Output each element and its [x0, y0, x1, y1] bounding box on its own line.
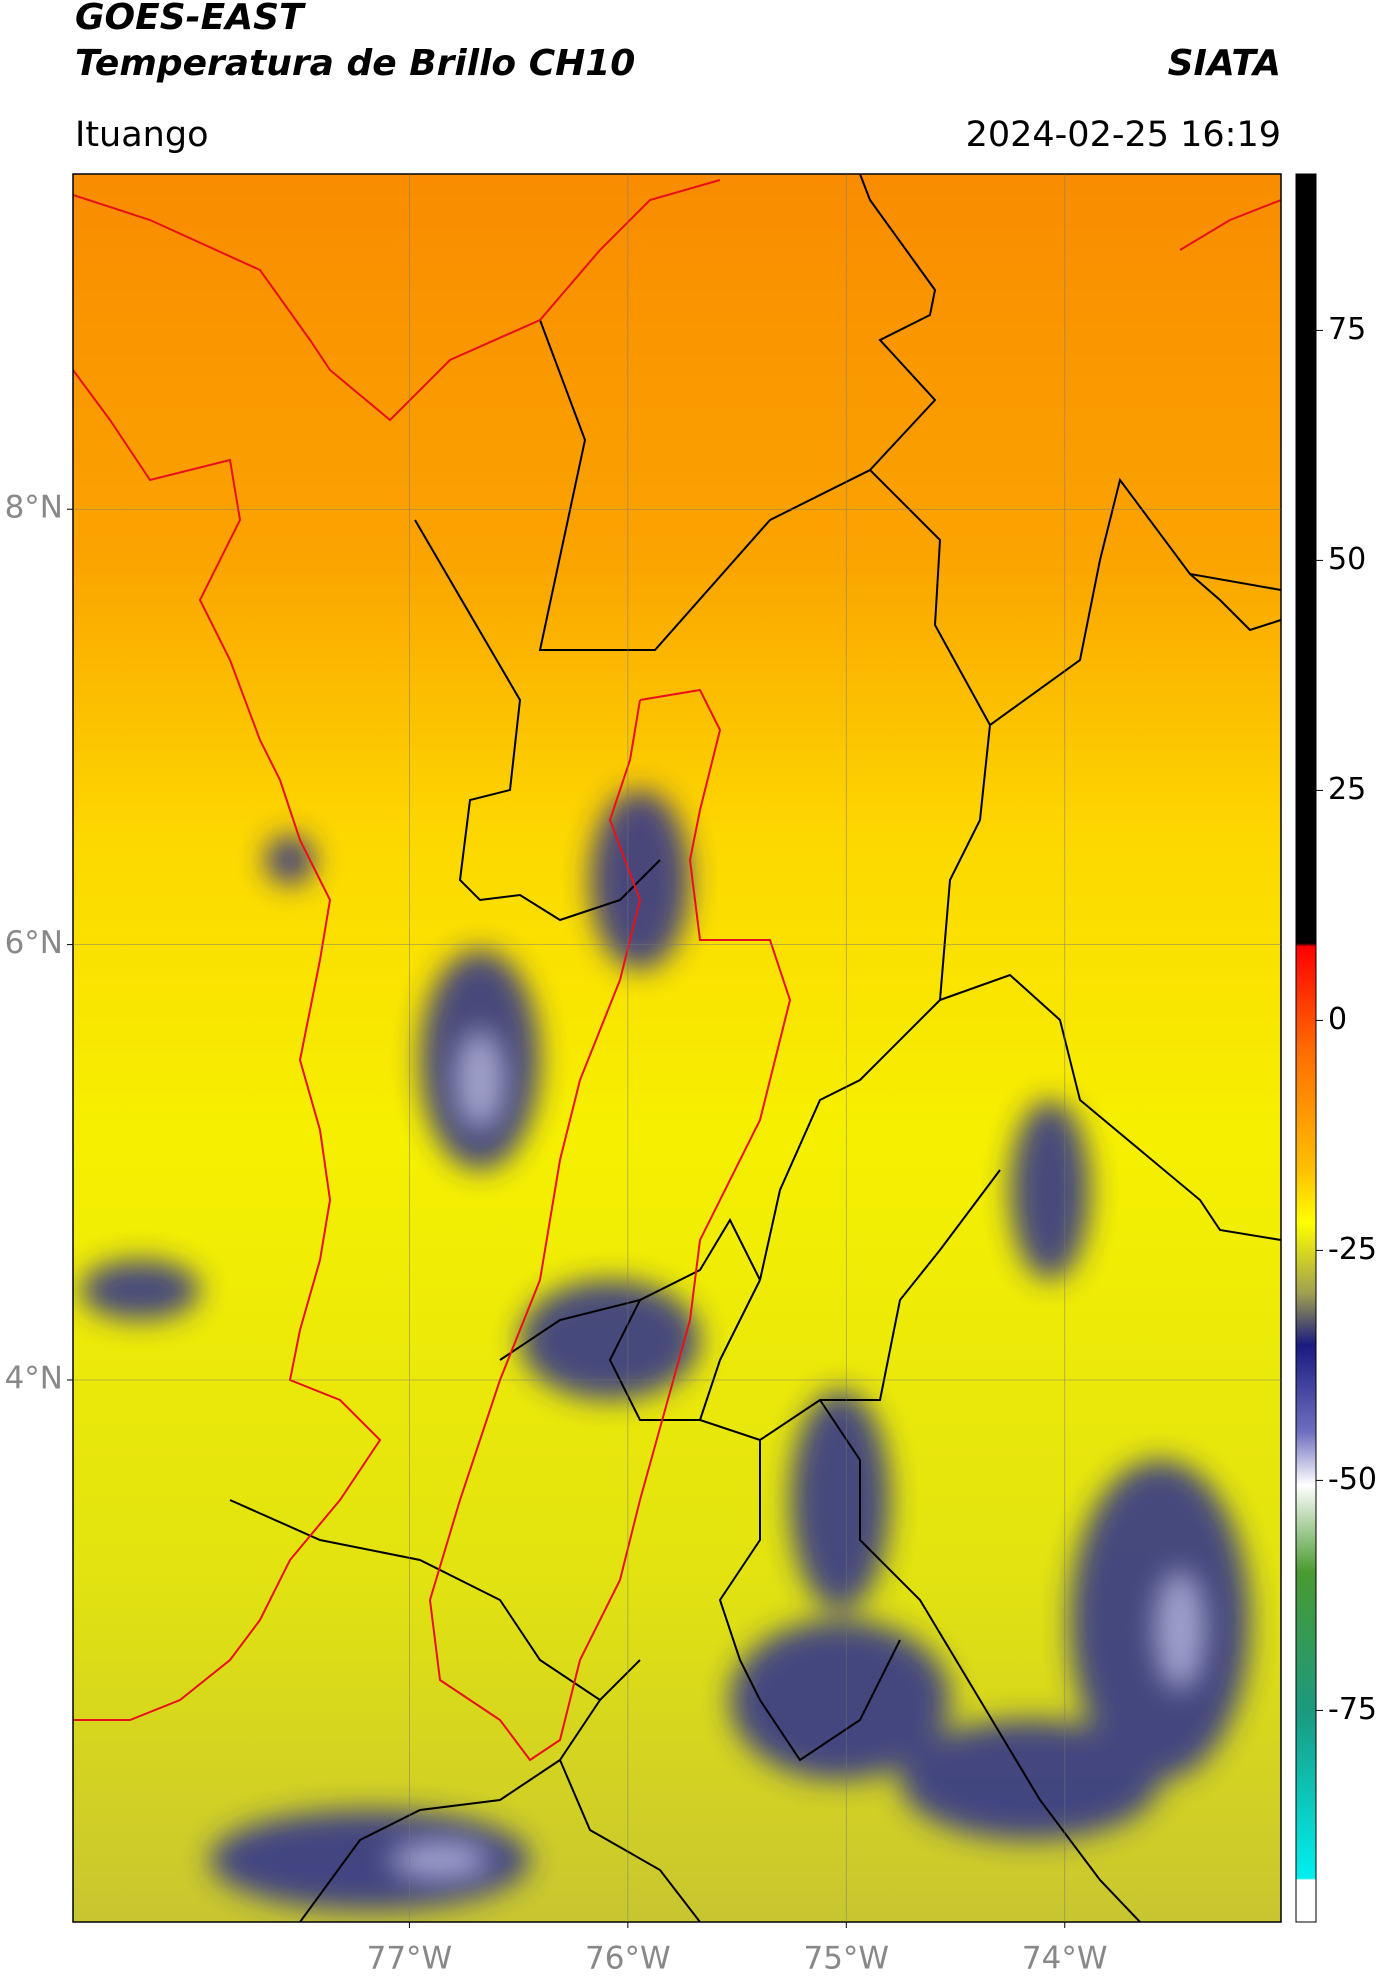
source: SIATA	[1168, 43, 1281, 84]
location: Ituango	[75, 115, 209, 155]
y-tick-label: 4°N	[5, 1360, 63, 1396]
colorbar-tick-label: 50	[1328, 542, 1366, 577]
colorbar-tick-label: -50	[1328, 1462, 1377, 1497]
colorbar-tick-label: 75	[1328, 312, 1366, 347]
colorbar-tick-label: 0	[1328, 1002, 1347, 1037]
satellite-image	[73, 174, 1281, 1922]
y-tick-label: 8°N	[5, 490, 63, 526]
colorbar-tick-label: 25	[1328, 772, 1366, 807]
colorbar-tick-label: -25	[1328, 1232, 1377, 1267]
map-frame	[72, 173, 1282, 1923]
x-tick-label: 75°W	[803, 1941, 889, 1977]
x-tick-label: 76°W	[585, 1941, 671, 1977]
title: GOES-EAST	[75, 0, 306, 38]
subtitle: Temperatura de Brillo CH10	[75, 43, 635, 84]
colorbar-tick-label: -75	[1328, 1692, 1377, 1727]
colorbar	[1295, 173, 1317, 1923]
x-tick-label: 74°W	[1022, 1941, 1108, 1977]
datetime: 2024-02-25 16:19	[966, 115, 1281, 155]
x-tick-label: 77°W	[367, 1941, 453, 1977]
y-tick-label: 6°N	[5, 925, 63, 961]
